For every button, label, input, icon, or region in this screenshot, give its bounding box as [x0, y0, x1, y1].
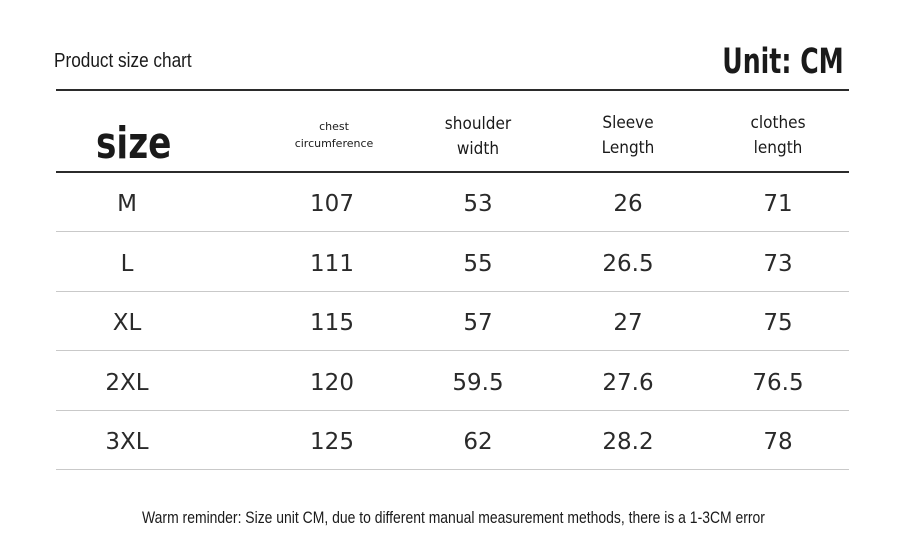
row-shoulder: 59.5 — [452, 370, 504, 396]
row-shoulder: 57 — [463, 310, 493, 336]
row-shoulder: 53 — [463, 191, 493, 217]
page-title: Product size chart — [54, 50, 192, 72]
row-sleeve: 27.6 — [602, 370, 654, 396]
row-shoulder: 62 — [463, 429, 493, 455]
row-size: 2XL — [105, 370, 149, 396]
row-chest: 107 — [310, 191, 354, 217]
top-rule — [56, 89, 849, 91]
row-chest: 125 — [310, 429, 354, 455]
row-clothes: 78 — [763, 429, 793, 455]
column-header-clothes: clothes length — [750, 113, 806, 158]
row-size: XL — [112, 310, 142, 336]
row-chest: 111 — [310, 251, 354, 277]
measurement-note: Warm reminder: Size unit CM, due to diff… — [142, 508, 765, 527]
row-sleeve: 26.5 — [602, 251, 654, 277]
row-clothes: 73 — [763, 251, 793, 277]
row-shoulder: 55 — [463, 251, 493, 277]
row-divider — [56, 350, 849, 351]
column-header-sleeve: Sleeve Length — [601, 113, 655, 158]
row-sleeve: 27 — [613, 310, 643, 336]
row-size: M — [117, 191, 137, 217]
row-clothes: 75 — [763, 310, 793, 336]
row-chest: 115 — [310, 310, 354, 336]
row-clothes: 71 — [763, 191, 793, 217]
row-divider — [56, 469, 849, 470]
column-header-chest: chest circumference — [294, 120, 374, 150]
column-header-shoulder: shoulder width — [444, 114, 512, 159]
row-divider — [56, 410, 849, 411]
unit-label: Unit: CM — [722, 42, 844, 82]
header-rule — [56, 171, 849, 173]
row-divider — [56, 231, 849, 232]
row-size: L — [120, 251, 134, 277]
row-divider — [56, 291, 849, 292]
row-clothes: 76.5 — [752, 370, 804, 396]
row-sleeve: 28.2 — [602, 429, 654, 455]
row-sleeve: 26 — [613, 191, 643, 217]
row-size: 3XL — [105, 429, 149, 455]
row-chest: 120 — [310, 370, 354, 396]
column-header-size: size — [96, 118, 172, 169]
